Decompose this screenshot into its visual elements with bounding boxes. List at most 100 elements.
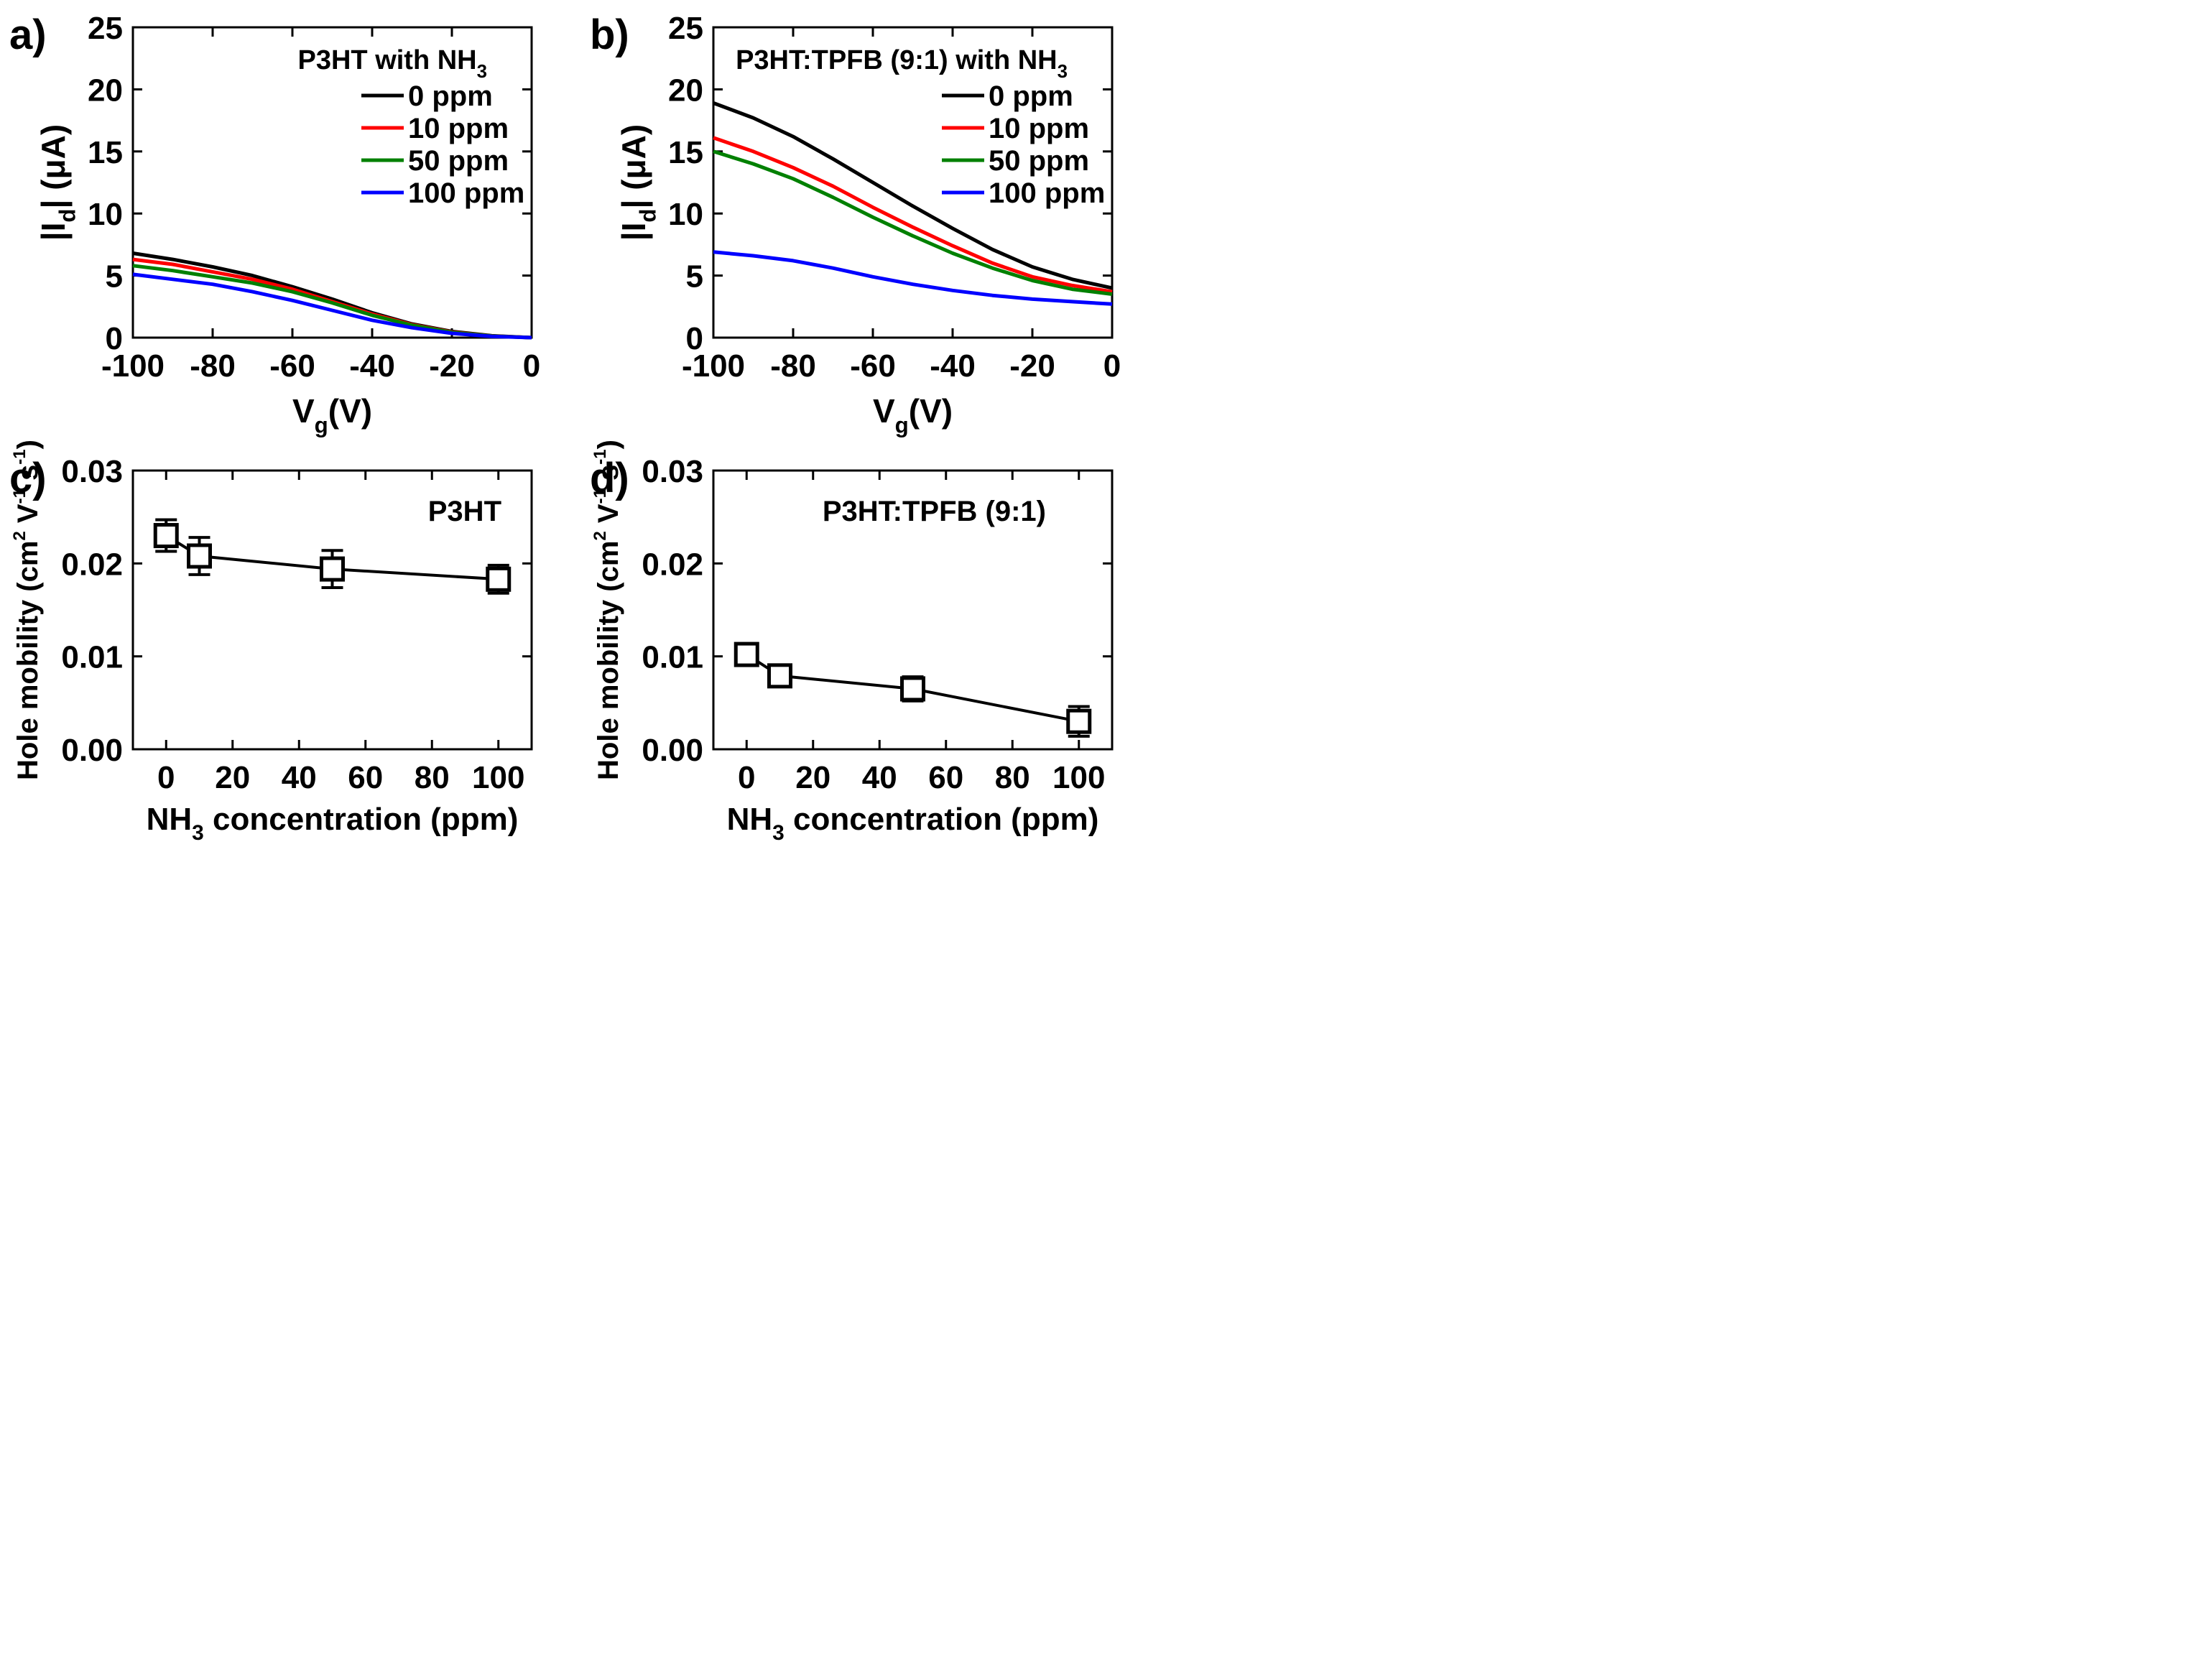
x-tick-label: -20 <box>429 348 475 384</box>
y-tick-label: 10 <box>668 197 703 232</box>
x-tick-label: 100 <box>472 760 524 795</box>
inset-title: P3HT <box>428 496 501 527</box>
data-point <box>767 663 792 689</box>
series-line-4 <box>132 272 532 340</box>
y-axis-label: Hole mobility (cm2 V-1 s-1) <box>591 440 624 780</box>
data-point <box>153 523 179 549</box>
x-tick-label: -40 <box>349 348 395 384</box>
inset-title: P3HT:TPFB (9:1) <box>823 496 1046 527</box>
y-axis-label-part-1: |I <box>34 223 72 241</box>
legend-label: 10 ppm <box>989 113 1089 144</box>
inset-title: P3HT:TPFB (9:1) with NH3 <box>736 45 1068 82</box>
x-tick-label: 40 <box>282 760 317 795</box>
y-axis-label-part-7: ) <box>593 440 624 449</box>
x-tick-label: 60 <box>928 760 963 795</box>
y-tick-label: 0.00 <box>61 733 123 768</box>
x-axis-label: NH3 concentration (ppm) <box>147 802 519 845</box>
x-axis-label-part-2: 3 <box>192 821 204 845</box>
x-tick-label: -80 <box>770 348 816 384</box>
x-tick-label: -100 <box>101 348 165 384</box>
y-axis-label-part-4: -1 <box>591 488 610 504</box>
x-tick-label: 20 <box>795 760 830 795</box>
series-line-3 <box>132 264 532 340</box>
y-axis-label-part-6: -1 <box>591 449 610 464</box>
x-tick-label: 0 <box>1103 348 1121 384</box>
x-axis-label-part-3: concentration (ppm) <box>204 802 519 837</box>
y-tick-label: 0.02 <box>642 547 703 582</box>
trend-line <box>165 534 499 581</box>
inset-title-part-2: 3 <box>477 62 487 82</box>
x-axis-label-part-3: (V) <box>328 392 372 430</box>
x-tick-label: -60 <box>269 348 315 384</box>
x-axis-label-part-1: V <box>873 392 895 430</box>
y-tick-label: 0.02 <box>61 547 123 582</box>
x-axis-label: Vg(V) <box>292 392 372 438</box>
data-point <box>187 543 212 569</box>
data-point <box>900 676 925 702</box>
y-axis-label-part-3: V <box>593 504 624 531</box>
y-tick-label: 5 <box>686 259 703 295</box>
y-tick-label: 0 <box>686 321 703 356</box>
x-tick-label: 60 <box>348 760 383 795</box>
x-tick-label: 0 <box>738 760 755 795</box>
y-axis-label-part-5: s <box>593 465 624 488</box>
x-axis-label-part-1: V <box>292 392 315 430</box>
y-tick-label: 0.00 <box>642 733 703 768</box>
y-tick-label: 10 <box>88 197 123 232</box>
x-axis-label-part-1: NH <box>727 802 773 837</box>
series-line-4 <box>713 250 1113 306</box>
y-tick-label: 0.03 <box>642 454 703 489</box>
y-tick-label: 0.01 <box>61 640 123 675</box>
panel-b: b) -100 -80 -60 -40 -20 0 0 5 10 15 20 25 Vg(V) |Id| (… <box>590 11 1121 438</box>
y-tick-label: 25 <box>668 11 703 46</box>
y-axis-label-part-2: d <box>636 208 661 222</box>
x-tick-label: 100 <box>1052 760 1105 795</box>
legend-label: 10 ppm <box>408 113 509 144</box>
x-axis-label-part-2: g <box>895 413 909 438</box>
y-axis-label-part-6: -1 <box>10 449 29 464</box>
x-tick-label: -40 <box>930 348 976 384</box>
y-axis-label-part-1: Hole mobility (cm <box>12 541 44 780</box>
x-tick-label: 40 <box>862 760 897 795</box>
x-tick-label: 80 <box>995 760 1030 795</box>
y-tick-label: 0.01 <box>642 640 703 675</box>
x-axis-label-part-2: g <box>315 413 328 438</box>
y-tick-label: 15 <box>668 135 703 170</box>
y-axis-label-part-1: |I <box>615 223 652 241</box>
x-tick-label: -80 <box>190 348 236 384</box>
legend-label: 0 ppm <box>408 80 493 112</box>
legend-label: 50 ppm <box>989 145 1089 177</box>
y-axis-label-part-5: s <box>12 465 44 488</box>
data-point <box>320 556 345 582</box>
panel-d: d) 0 20 40 60 80 100 0.00 0.01 0.02 0.03 NH3 concen… <box>590 440 1114 845</box>
x-axis-label: Vg(V) <box>873 392 953 438</box>
x-tick-label: 0 <box>157 760 175 795</box>
x-tick-label: -100 <box>682 348 745 384</box>
y-axis-label-part-3: V <box>12 504 44 531</box>
y-axis-label-part-1: Hole mobility (cm <box>593 541 624 780</box>
series-line-1 <box>713 101 1113 290</box>
trend-line <box>746 653 1080 723</box>
y-axis-label: Hole mobility (cm2 V-1 s-1) <box>10 440 44 780</box>
x-axis-label-part-2: 3 <box>772 821 785 845</box>
y-tick-label: 20 <box>88 73 123 108</box>
y-tick-label: 0.03 <box>61 454 123 489</box>
legend-label: 100 ppm <box>408 177 524 209</box>
plot-frame <box>712 469 1114 751</box>
x-axis-label-part-1: NH <box>147 802 193 837</box>
y-axis-label: |Id| (μA) <box>615 124 661 241</box>
panel-label: c) <box>9 455 47 501</box>
panel-label: b) <box>590 11 629 58</box>
y-axis-label: |Id| (μA) <box>34 124 80 241</box>
panel-label: d) <box>590 455 629 501</box>
inset-title-part-1: P3HT:TPFB (9:1) with NH <box>736 45 1058 75</box>
inset-title: P3HT with NH3 <box>298 45 488 82</box>
y-tick-label: 5 <box>106 259 123 295</box>
y-tick-label: 25 <box>88 11 123 46</box>
x-tick-label: 20 <box>215 760 250 795</box>
y-axis-label-part-2: 2 <box>10 531 29 540</box>
panel-label: a) <box>9 11 47 58</box>
plot-frame <box>131 26 533 339</box>
y-tick-label: 15 <box>88 135 123 170</box>
